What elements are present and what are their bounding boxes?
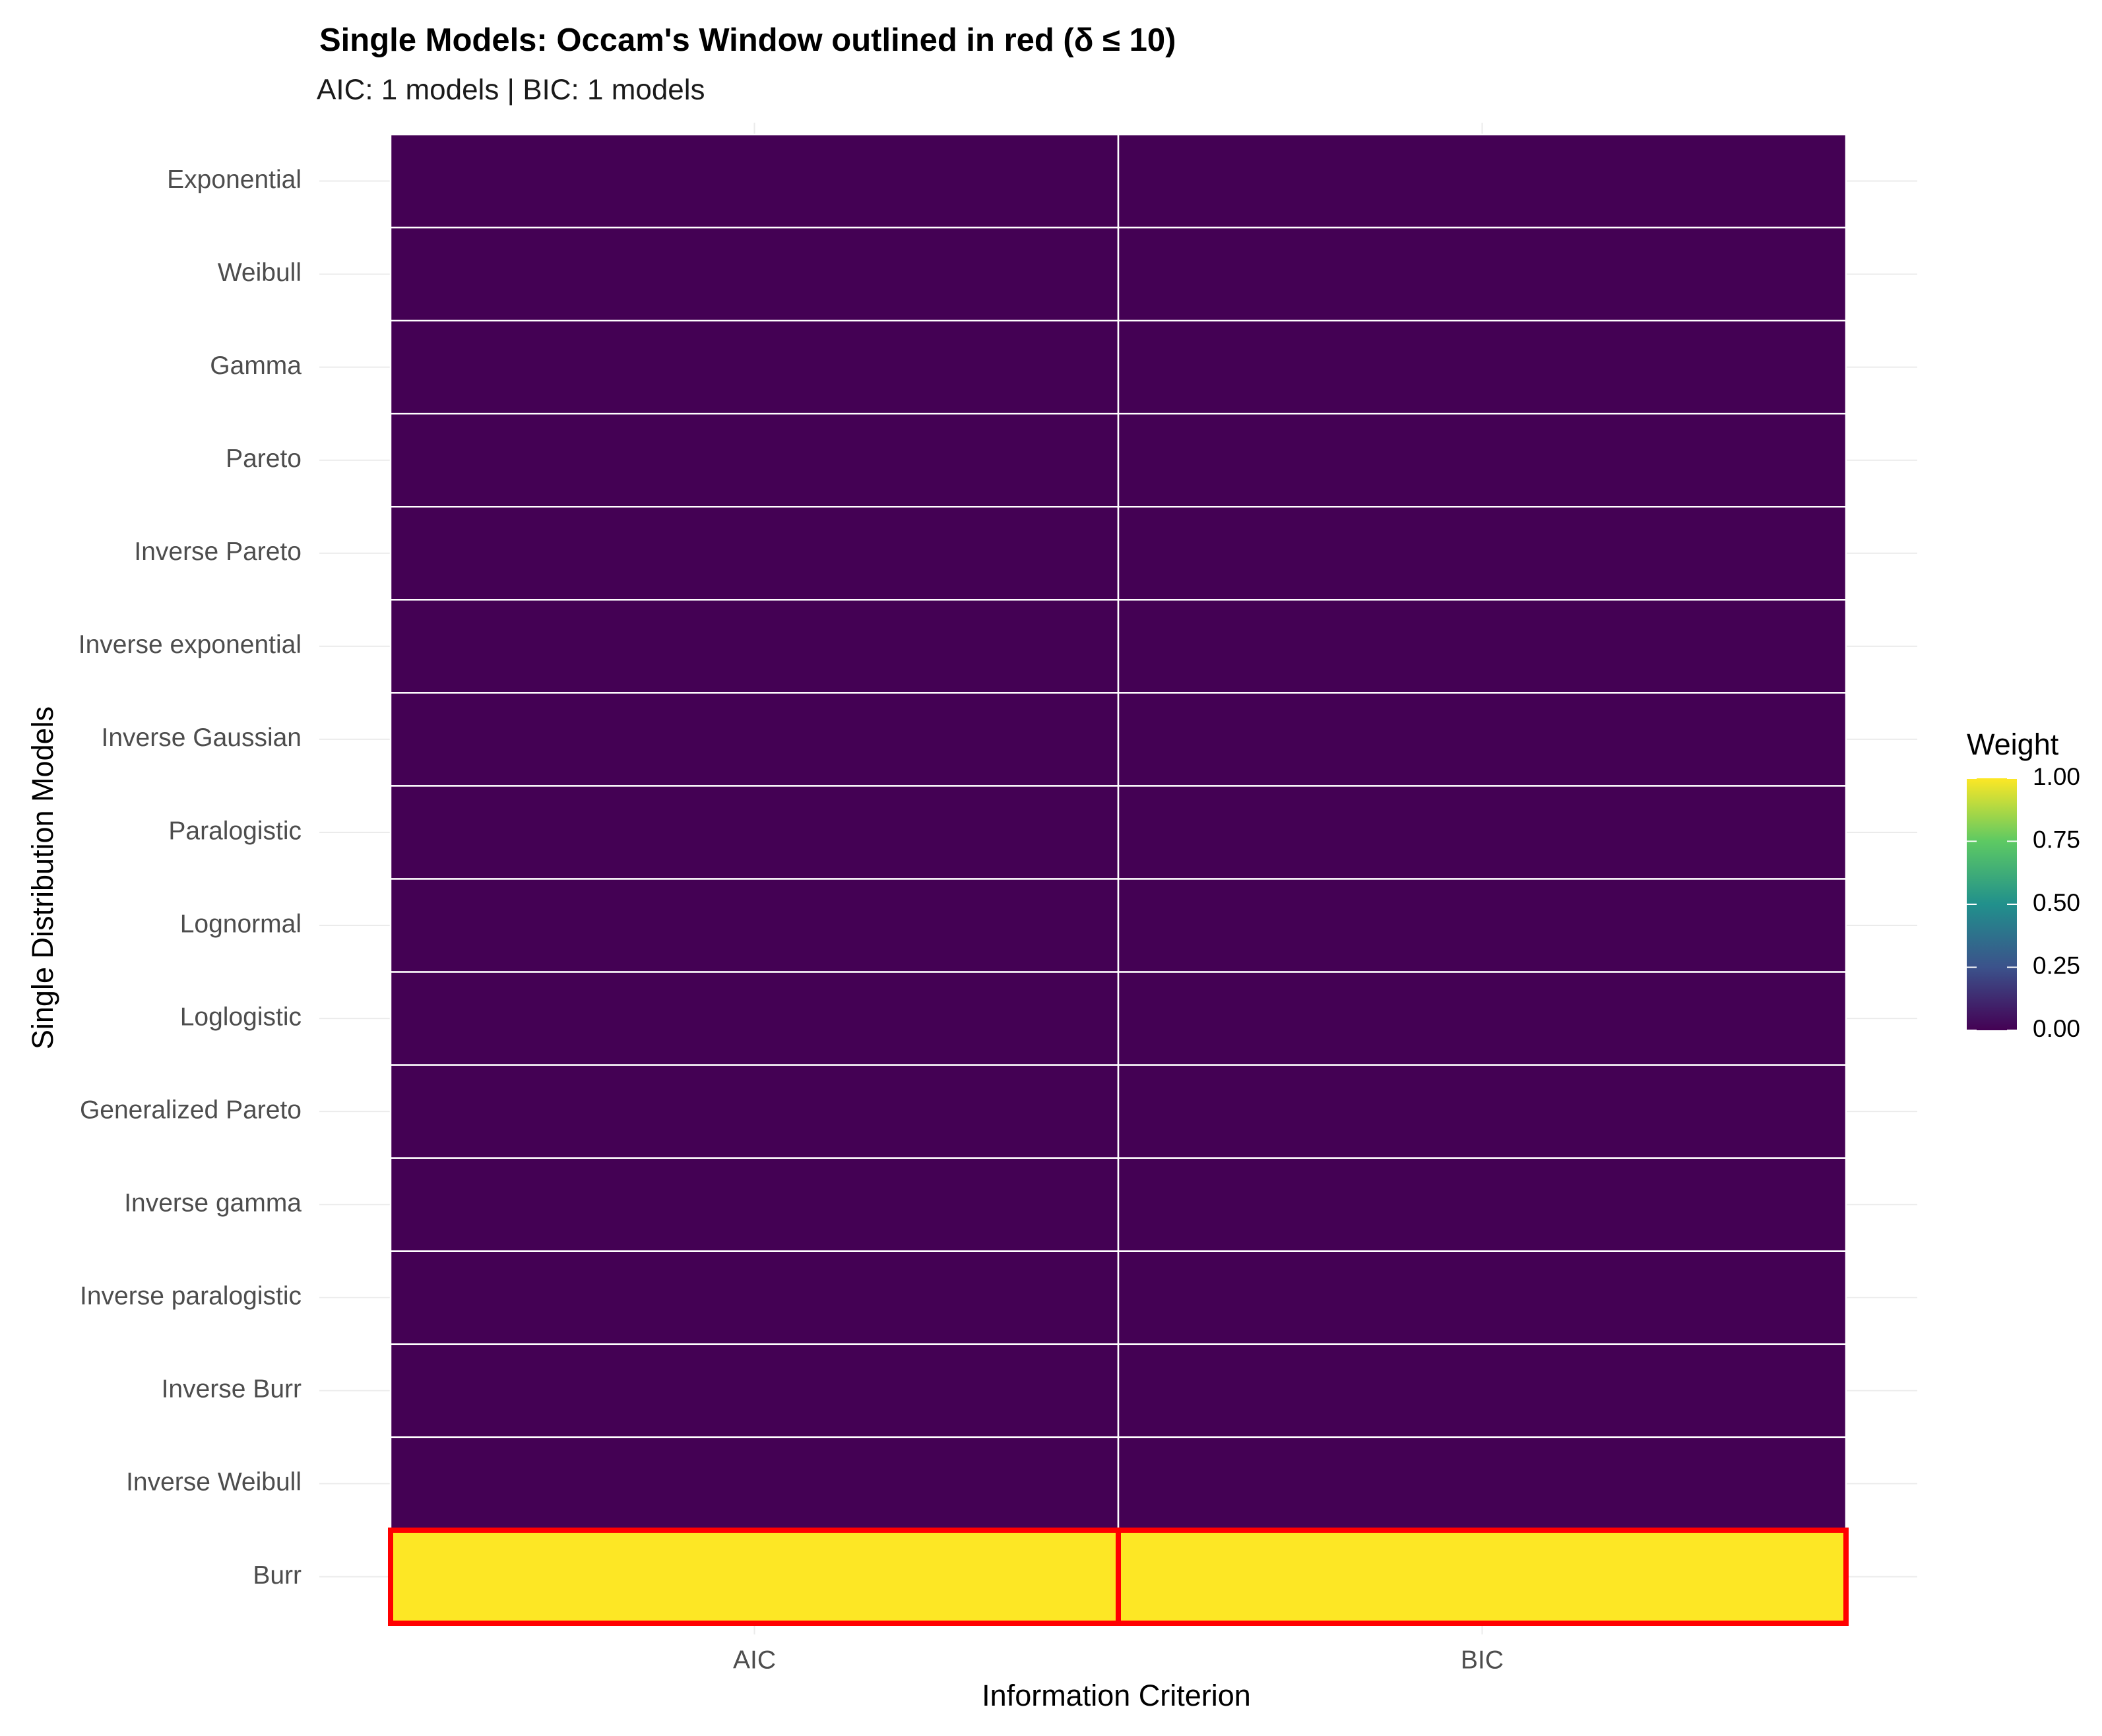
heatmap-cell — [389, 1250, 1120, 1346]
heatmap-cell — [1117, 133, 1847, 229]
heatmap-cell — [1117, 319, 1847, 415]
y-tick-label: Burr — [253, 1561, 302, 1590]
heatmap-cell — [389, 599, 1120, 694]
y-tick-label: Inverse Weibull — [126, 1468, 302, 1497]
heatmap-cell — [1117, 506, 1847, 601]
heatmap-cell — [389, 1343, 1120, 1439]
heatmap-cell — [389, 1529, 1120, 1625]
heatmap-cell — [1117, 1157, 1847, 1252]
y-axis-title: Single Distribution Models — [26, 706, 59, 1049]
heatmap-cell — [1117, 226, 1847, 322]
x-tick-label: AIC — [733, 1646, 776, 1674]
heatmap-cell — [1117, 412, 1847, 508]
y-tick-label: Inverse exponential — [79, 631, 302, 659]
heatmap-cell — [389, 878, 1120, 973]
heatmap-cell — [389, 971, 1120, 1066]
y-tick-label: Generalized Pareto — [80, 1096, 302, 1124]
colorbar-tick-label: 0.50 — [2033, 889, 2080, 916]
y-tick-label: Paralogistic — [168, 817, 302, 845]
x-axis-title: Information Criterion — [982, 1679, 1251, 1712]
x-tick-label: BIC — [1461, 1646, 1504, 1674]
heatmap-cell — [389, 506, 1120, 601]
colorbar-tick-label: 0.75 — [2033, 826, 2080, 853]
y-tick-label: Weibull — [218, 259, 302, 287]
heatmap-cell — [1117, 971, 1847, 1066]
heatmap-cell — [389, 226, 1120, 322]
heatmap-cell — [1117, 1343, 1847, 1439]
chart-title: Single Models: Occam's Window outlined i… — [319, 22, 1176, 58]
heatmap-cell — [389, 692, 1120, 787]
heatmap-cell — [389, 1436, 1120, 1532]
heatmap-cell — [1117, 1436, 1847, 1532]
y-tick-label: Inverse Gaussian — [102, 724, 302, 752]
heatmap-cell — [1117, 785, 1847, 880]
heatmap-cell — [1117, 692, 1847, 787]
heatmap-cell — [1117, 1250, 1847, 1346]
heatmap-cell — [389, 412, 1120, 508]
chart-subtitle: AIC: 1 models | BIC: 1 models — [317, 74, 705, 106]
colorbar-tick-label: 1.00 — [2033, 763, 2080, 790]
y-tick-label: Exponential — [167, 166, 302, 194]
heatmap-cell — [1117, 1529, 1847, 1625]
y-tick-label: Gamma — [210, 352, 302, 380]
heatmap-cell — [1117, 878, 1847, 973]
occam-outline — [1116, 1527, 1849, 1626]
heatmap-cell — [389, 1064, 1120, 1159]
legend-title: Weight — [1967, 728, 2059, 761]
y-tick-label: Inverse gamma — [124, 1189, 302, 1218]
heatmap-cell — [1117, 1064, 1847, 1159]
y-tick-label: Inverse paralogistic — [80, 1282, 302, 1311]
heatmap-cell — [1117, 599, 1847, 694]
heatmap-cell — [389, 785, 1120, 880]
y-tick-label: Loglogistic — [180, 1003, 302, 1031]
y-tick-label: Inverse Burr — [162, 1375, 302, 1404]
heatmap-cell — [389, 319, 1120, 415]
heatmap-cell — [389, 1157, 1120, 1252]
y-tick-label: Pareto — [226, 445, 302, 473]
y-tick-label: Inverse Pareto — [134, 538, 302, 566]
colorbar-tick-label: 0.00 — [2033, 1015, 2080, 1042]
colorbar-tick-label: 0.25 — [2033, 952, 2080, 979]
heatmap-cell — [389, 133, 1120, 229]
y-tick-label: Lognormal — [180, 910, 302, 938]
